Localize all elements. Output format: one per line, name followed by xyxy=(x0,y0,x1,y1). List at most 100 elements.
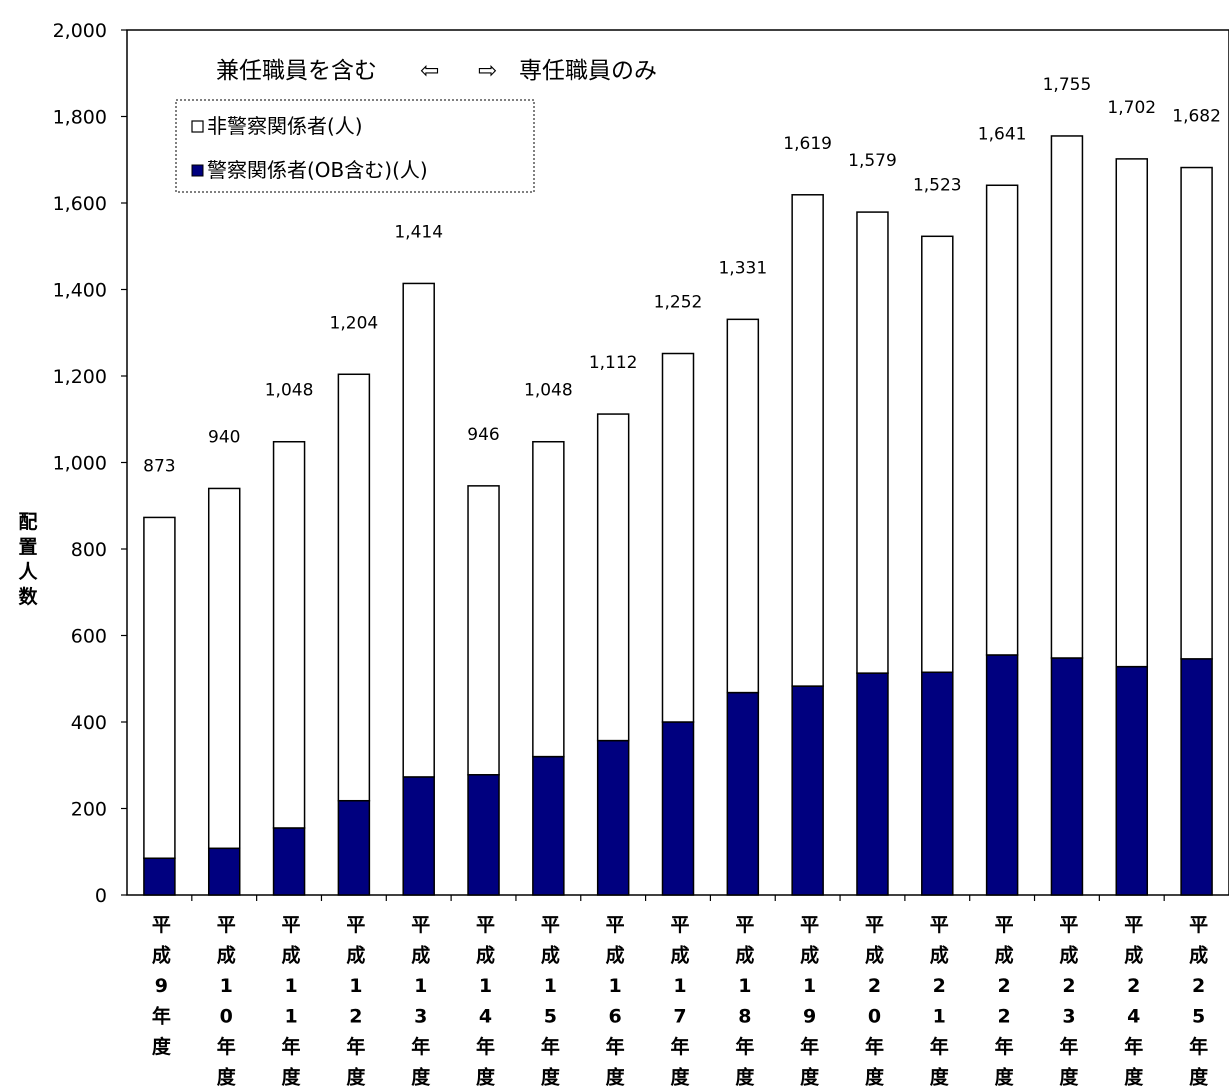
x-tick-label-char: 度 xyxy=(152,1035,172,1058)
x-tick-label-char: 1 xyxy=(673,975,686,997)
bar-segment-non-police xyxy=(1050,135,1084,659)
y-tick-label: 1,400 xyxy=(53,280,107,302)
x-tick-label-char: 年 xyxy=(1059,1035,1078,1058)
x-tick-label-char: 9 xyxy=(155,975,168,997)
x-tick-label-char: 2 xyxy=(868,975,881,997)
x-tick-label-char: 成 xyxy=(865,944,884,967)
x-tick-label-char: 9 xyxy=(803,1006,816,1028)
y-tick-label: 1,200 xyxy=(53,366,107,388)
x-tick-label-char: 平 xyxy=(995,914,1014,936)
x-tick-label: 平成 1 0 年度 xyxy=(217,914,237,1089)
x-tick-label: 平成 1 9 年度 xyxy=(800,914,820,1089)
bar-segment-non-police xyxy=(856,211,889,674)
x-tick-label-char: 成 xyxy=(217,944,236,967)
x-tick-label-char: 年 xyxy=(995,1035,1014,1058)
x-tick-label-char: 度 xyxy=(1059,1066,1079,1089)
x-tick-label-char: 度 xyxy=(411,1066,431,1089)
bar-segment-police xyxy=(532,755,565,896)
x-tick-label-char: 1 xyxy=(738,975,751,997)
x-tick-label-char: 年 xyxy=(800,1035,819,1058)
total-label: 1,641 xyxy=(978,124,1027,144)
total-label: 1,702 xyxy=(1107,98,1156,118)
legend-marker-non-police xyxy=(191,120,204,133)
x-tick-label-char: 2 xyxy=(1127,975,1140,997)
x-tick-label-char: 平 xyxy=(541,914,560,936)
x-tick-label-char: 1 xyxy=(933,1006,946,1028)
bar-segment-non-police xyxy=(921,235,954,674)
bar-segment-police xyxy=(207,847,241,896)
x-tick-label-char: 度 xyxy=(800,1066,820,1089)
bar-segment-police xyxy=(467,774,500,896)
bar-segment-police xyxy=(1115,665,1149,896)
y-tick-label: 2,000 xyxy=(53,20,107,42)
bar-segment-police xyxy=(272,827,306,896)
x-tick-label-char: 1 xyxy=(479,975,492,997)
x-tick-label-char: 平 xyxy=(1189,914,1208,936)
bar-segment-non-police xyxy=(791,194,824,687)
x-tick-label-char: 度 xyxy=(476,1066,496,1089)
annotation-left-text: 兼任職員を含む xyxy=(216,58,377,84)
x-tick-label-char: 4 xyxy=(1127,1006,1140,1028)
x-tick-label-char: 2 xyxy=(933,975,946,997)
x-tick-label-char: 2 xyxy=(1062,975,1075,997)
bar-segment-non-police xyxy=(1180,166,1213,660)
x-tick-label-char: 4 xyxy=(479,1006,492,1028)
x-tick-label-char: 度 xyxy=(670,1066,690,1089)
x-tick-label-char: 5 xyxy=(1192,1006,1205,1028)
x-tick-label-char: 1 xyxy=(803,975,816,997)
x-tick-label: 平成 1 7 年度 xyxy=(670,914,690,1089)
y-tick-label: 0 xyxy=(95,885,107,907)
x-tick-label-char: 平 xyxy=(346,914,365,936)
total-label: 1,331 xyxy=(718,258,767,278)
x-tick-label-char: 3 xyxy=(1062,1006,1075,1028)
bar-segment-police xyxy=(921,671,954,896)
x-tick-label-char: 成 xyxy=(411,944,430,967)
legend-label-police: 警察関係者(OB含む)(人) xyxy=(207,158,428,182)
x-tick-label: 平成 2 2 年度 xyxy=(995,914,1015,1089)
x-tick-label-char: 年 xyxy=(865,1035,884,1058)
x-tick-label-char: 平 xyxy=(282,914,301,936)
y-tick-label: 400 xyxy=(71,712,107,734)
x-tick-label-char: 年 xyxy=(476,1035,495,1058)
x-tick-label-char: 成 xyxy=(1059,944,1078,967)
x-tick-label-char: 0 xyxy=(868,1006,881,1028)
total-label: 1,048 xyxy=(265,381,314,401)
x-tick-label-char: 度 xyxy=(1124,1066,1144,1089)
x-tick-label-char: 平 xyxy=(1059,914,1078,936)
x-tick-label-char: 度 xyxy=(995,1066,1015,1089)
x-tick-label-char: 5 xyxy=(544,1006,557,1028)
y-tick-label: 1,000 xyxy=(53,453,107,475)
x-tick-label-char: 平 xyxy=(930,914,949,936)
x-tick-label-char: 平 xyxy=(152,914,171,936)
legend-label-non-police: 非警察関係者(人) xyxy=(207,114,363,138)
x-tick-label-char: 成 xyxy=(930,944,949,967)
x-tick-label-char: 平 xyxy=(1124,914,1143,936)
x-tick-label-char: 平 xyxy=(606,914,625,936)
x-tick-label-char: 年 xyxy=(411,1035,430,1058)
x-tick-label: 平成 2 4 年度 xyxy=(1124,914,1144,1089)
bar-segment-police xyxy=(1180,658,1213,896)
x-tick-label-char: 平 xyxy=(476,914,495,936)
x-tick-label-char: 成 xyxy=(735,944,754,967)
bar-segment-non-police xyxy=(272,440,306,829)
y-tick-label: 1,800 xyxy=(53,107,107,129)
x-tick-label-char: 度 xyxy=(541,1066,561,1089)
x-tick-label: 平成 1 4 年度 xyxy=(476,914,496,1089)
x-tick-label: 平成 2 0 年度 xyxy=(865,914,885,1089)
x-tick-label-char: 2 xyxy=(998,975,1011,997)
x-tick-label: 平成 2 1 年度 xyxy=(930,914,950,1089)
bar-segment-non-police xyxy=(596,413,630,742)
x-tick-label-char: 平 xyxy=(735,914,754,936)
x-tick-label-char: 成 xyxy=(541,944,560,967)
total-label: 1,619 xyxy=(783,134,832,154)
total-label: 1,112 xyxy=(589,353,638,373)
y-tick-label: 800 xyxy=(71,539,107,561)
x-tick-label: 平成 1 6 年度 xyxy=(606,914,626,1089)
x-tick-label-char: 平 xyxy=(670,914,689,936)
total-label: 1,755 xyxy=(1043,75,1092,95)
x-tick-label-char: 6 xyxy=(609,1006,622,1028)
total-labels: 873 940 1,048 1,204 1,414 946 1,048 1,112 1,252 1… xyxy=(143,75,1221,476)
x-tick-label-char: 度 xyxy=(930,1066,950,1089)
